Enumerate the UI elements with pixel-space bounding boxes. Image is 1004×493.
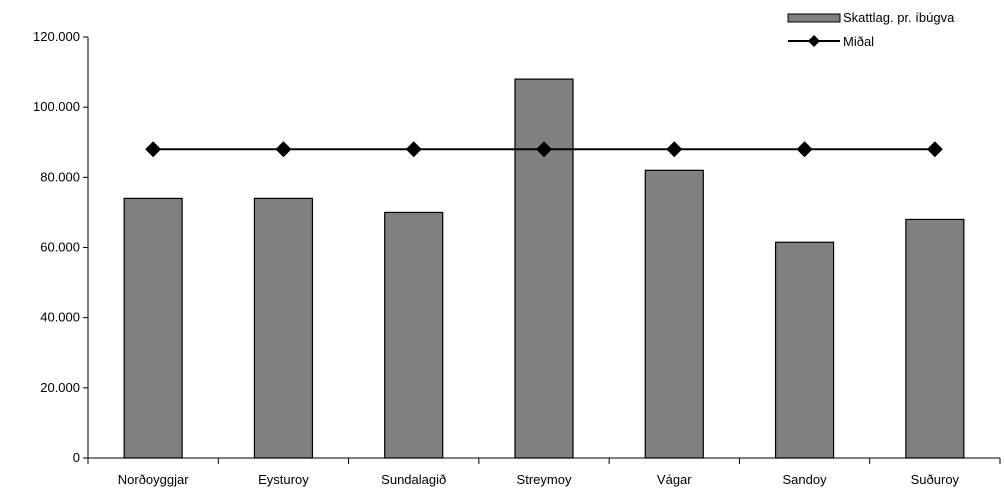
average-marker xyxy=(145,141,162,158)
y-tick-label: 80.000 xyxy=(40,169,80,184)
y-tick-label: 20.000 xyxy=(40,380,80,395)
legend-swatch-bar xyxy=(787,13,841,23)
y-tick-label: 0 xyxy=(73,450,80,465)
x-tick-label: Vágar xyxy=(657,472,692,487)
bars xyxy=(123,78,965,459)
x-tick-label: Eysturoy xyxy=(258,472,309,487)
y-tick-label: 60.000 xyxy=(40,240,80,255)
average-marker xyxy=(275,141,292,158)
bar xyxy=(644,169,704,459)
legend-label-line: Miðal xyxy=(843,34,874,49)
axes: 0 20.000 40.000 60.000 80.000 100.000 120.000 N… xyxy=(33,29,1001,487)
x-tick-label: Sundalagið xyxy=(381,472,446,487)
x-tick-label: Streymoy xyxy=(517,472,572,487)
bar xyxy=(253,197,314,459)
average-line xyxy=(145,141,943,158)
legend: Skattlag. pr. íbúgva Miðal xyxy=(787,10,955,49)
legend-marker xyxy=(808,35,820,47)
x-tick-label: Sandoy xyxy=(783,472,828,487)
average-marker xyxy=(926,141,943,158)
y-tick-label: 40.000 xyxy=(40,310,80,325)
average-marker xyxy=(666,141,683,158)
legend-label-bar: Skattlag. pr. íbúgva xyxy=(843,10,955,25)
bar xyxy=(123,197,183,459)
average-marker xyxy=(536,141,552,158)
x-tick-label: Suðuroy xyxy=(911,472,960,487)
x-tick-label: Norðoyggjar xyxy=(118,472,189,487)
y-tick-label: 120.000 xyxy=(33,29,80,44)
bar xyxy=(514,78,574,459)
average-marker xyxy=(796,141,813,158)
bar xyxy=(384,211,444,459)
bar xyxy=(774,241,835,459)
bar xyxy=(905,218,965,459)
y-tick-label: 100.000 xyxy=(33,99,80,114)
average-marker xyxy=(405,141,422,158)
